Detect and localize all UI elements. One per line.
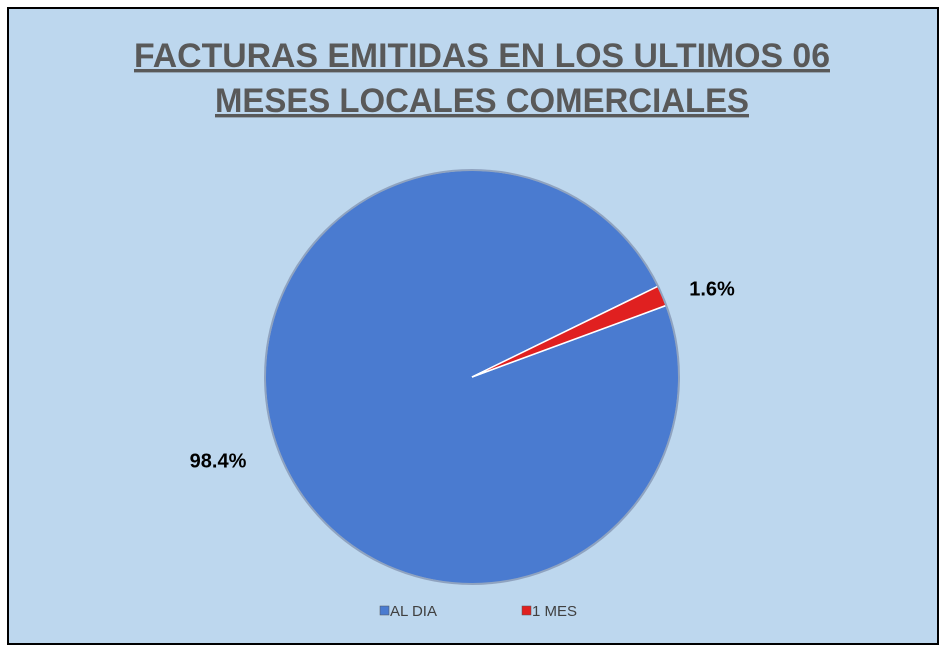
chart-title: FACTURAS EMITIDAS EN LOS ULTIMOS 06 [134,37,830,75]
data-label: 1.6% [689,278,735,300]
legend-swatch [521,605,532,616]
chart-title: MESES LOCALES COMERCIALES [215,82,749,120]
data-label: 98.4% [190,450,247,472]
legend-label: AL DIA [390,603,437,620]
pie-rim [264,169,680,585]
legend-swatch [379,605,390,616]
legend-label: 1 MES [532,603,577,620]
